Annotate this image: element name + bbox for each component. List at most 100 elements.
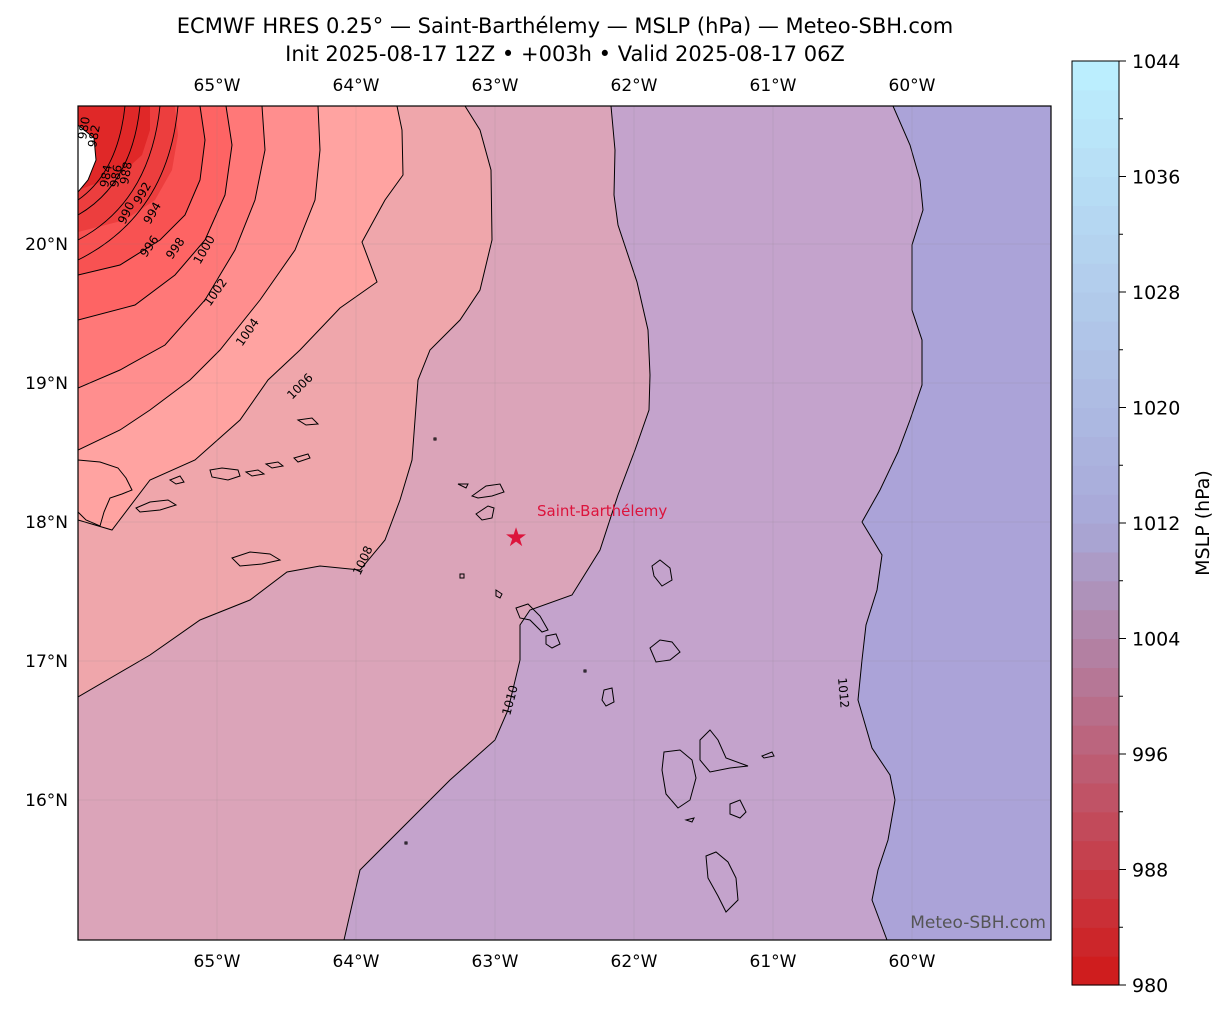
left-lat-tick-18n: 18°N [25, 513, 68, 533]
contour-label-1012: 1012 [835, 677, 852, 709]
location-marker-star[interactable]: ★ [504, 523, 527, 553]
colorbar-segment [1072, 551, 1119, 582]
colorbar-segment [1072, 378, 1119, 409]
anegada-coast [296, 417, 320, 426]
sombrero-coast [433, 437, 437, 441]
bottom-lon-tick-63w: 63°W [472, 952, 519, 972]
bottom-lon-tick-62w: 62°W [611, 952, 658, 972]
colorbar-segment [1072, 494, 1119, 524]
contour-label-982: 982 [85, 124, 103, 149]
right-lat-tick-17: 1 [1062, 652, 1073, 672]
left-lat-tick-16n: 16°N [25, 791, 68, 811]
pressure-contour-lines [78, 106, 924, 940]
colorbar-segment [1072, 118, 1119, 149]
contour-label-980: 980 [75, 116, 93, 141]
colorbar-segment [1072, 147, 1119, 178]
colorbar-segment [1072, 263, 1119, 293]
nevis-coast [545, 633, 561, 649]
title-line-2: Init 2025-08-17 12Z • +003h • Valid 2025… [285, 42, 845, 66]
colorbar-segment [1072, 61, 1119, 91]
map-panel: 980 982 984 986 988 990 992 994 996 998 … [75, 106, 1073, 940]
colorbar-segment [1072, 234, 1119, 264]
inner-contour-lines [78, 106, 179, 261]
puerto-rico-coast [209, 467, 241, 481]
aves-coast [404, 841, 408, 845]
colorbar-segment [1072, 638, 1119, 668]
vieques-coast [244, 469, 266, 477]
saba-coast [459, 573, 465, 579]
colorbar-segment [1072, 869, 1119, 899]
pressure-band-deep-core [78, 106, 150, 190]
contour-label-986: 986 [107, 164, 125, 189]
right-lat-tick-20: 2 [1062, 235, 1073, 255]
cyclone-eye [78, 124, 97, 193]
right-lat-tick-18: 1 [1062, 513, 1073, 533]
colorbar-segment [1072, 754, 1119, 784]
bottom-lon-tick-60w: 60°W [889, 952, 936, 972]
colorbar: 980 988 996 1004 1012 1020 1028 1036 1044 MSLP (… [1071, 51, 1214, 997]
right-lat-tick-16: 1 [1062, 791, 1073, 811]
location-marker-label: Saint-Barthélemy [537, 502, 667, 520]
pressure-band-1012-plus [858, 106, 1051, 940]
barbuda-coast [651, 559, 673, 587]
mona-island-coast [135, 499, 178, 513]
top-lon-tick-64w: 64°W [333, 76, 380, 96]
colorbar-segment [1072, 927, 1119, 957]
left-lat-tick-17n: 17°N [25, 652, 68, 672]
right-lat-tick-19: 1 [1062, 374, 1073, 394]
colorbar-segment [1072, 956, 1119, 986]
les-saintes-coast [684, 817, 695, 823]
title-line-1: ECMWF HRES 0.25° — Saint-Barthélemy — MS… [176, 14, 954, 38]
colorbar-segment [1072, 782, 1119, 813]
colorbar-segment [1072, 292, 1119, 322]
map-frame [77, 105, 1052, 941]
colorbar-tick-label: 1020 [1132, 398, 1180, 420]
top-lon-ticks: 65°W 64°W 63°W 62°W 61°W 60°W [194, 76, 936, 96]
colorbar-tick-label: 1044 [1132, 51, 1180, 73]
colorbar-tick-label: 988 [1132, 860, 1168, 882]
redonda-coast [583, 669, 587, 673]
colorbar-segment [1072, 320, 1119, 351]
coastlines [78, 417, 775, 913]
hispaniola-coast [78, 459, 133, 527]
dominica-coast [705, 851, 739, 913]
montserrat-coast [601, 687, 615, 707]
colorbar-tick-label: 996 [1132, 744, 1168, 766]
colorbar-segment [1072, 176, 1119, 206]
right-tick-fragments: 2 1 1 1 1 [1062, 235, 1073, 811]
colorbar-segment [1072, 205, 1119, 235]
gridlines [78, 106, 1051, 940]
top-lon-tick-63w: 63°W [472, 76, 519, 96]
colorbar-tick-label: 1012 [1132, 513, 1180, 535]
left-lat-tick-19n: 19°N [25, 374, 68, 394]
colorbar-tick-label: 1036 [1132, 167, 1180, 189]
colorbar-segment [1072, 89, 1119, 120]
colorbar-gradient [1072, 61, 1119, 986]
guadeloupe-coast [661, 729, 749, 809]
bottom-lon-tick-65w: 65°W [194, 952, 241, 972]
st-eustatius-coast [495, 589, 503, 599]
colorbar-segment [1072, 811, 1119, 842]
la-desirade-coast [761, 751, 775, 759]
colorbar-segment [1072, 725, 1119, 755]
left-lat-tick-20n: 20°N [25, 235, 68, 255]
colorbar-ticks: 980 988 996 1004 1012 1020 1028 1036 1044 [1119, 51, 1180, 997]
top-lon-tick-65w: 65°W [194, 76, 241, 96]
marie-galante-coast [729, 799, 747, 819]
culebra-coast [293, 453, 311, 463]
desecheo-coast [168, 475, 185, 485]
colorbar-segment [1072, 840, 1119, 871]
top-lon-tick-60w: 60°W [889, 76, 936, 96]
top-lon-tick-61w: 61°W [750, 76, 797, 96]
virgin-islands-coast [264, 461, 285, 469]
colorbar-segment [1072, 465, 1119, 495]
st-croix-coast [231, 551, 282, 567]
colorbar-axis-label: MSLP (hPa) [1192, 470, 1214, 576]
colorbar-segment [1072, 407, 1119, 437]
top-lon-tick-62w: 62°W [611, 76, 658, 96]
colorbar-segment [1072, 436, 1119, 466]
st-martin-coast [470, 483, 505, 499]
bottom-lon-tick-61w: 61°W [750, 952, 797, 972]
colorbar-segment [1072, 696, 1119, 726]
